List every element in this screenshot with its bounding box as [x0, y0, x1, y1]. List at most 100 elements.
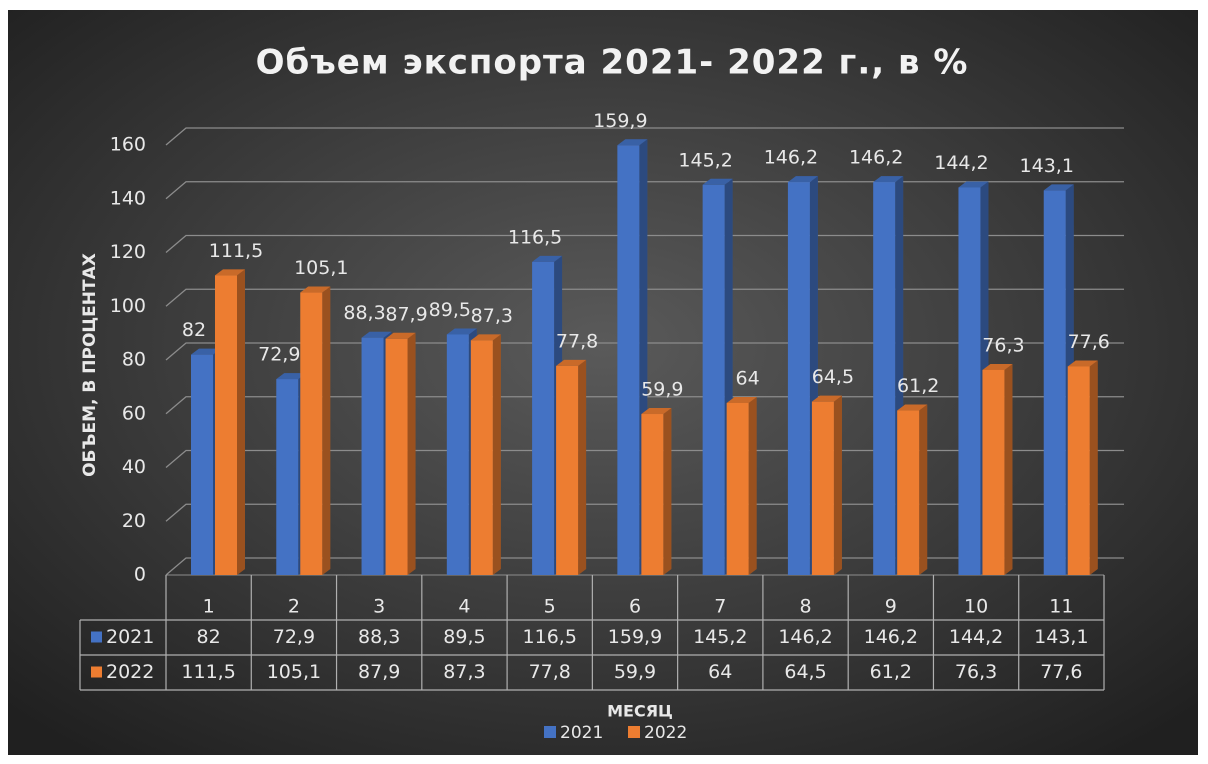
data-label: 64,5 — [812, 366, 854, 388]
bar-top — [702, 178, 733, 185]
table-cell: 77,6 — [1040, 661, 1082, 683]
data-label: 159,9 — [593, 110, 647, 132]
legend-key — [544, 726, 556, 738]
data-label: 143,1 — [1020, 155, 1074, 177]
bar-top — [897, 404, 928, 411]
table-cell: 64 — [708, 661, 732, 683]
bar-front — [385, 338, 408, 575]
bar-side-shade — [919, 404, 928, 575]
y-tick-label: 40 — [122, 456, 146, 478]
y-tick-label: 160 — [110, 134, 146, 156]
table-cell: 116,5 — [523, 626, 577, 648]
x-tick-label: 2 — [288, 596, 300, 618]
bar-front — [215, 275, 237, 575]
bar-top — [1067, 360, 1098, 367]
bar-side-shade — [237, 269, 245, 575]
bar-front — [191, 354, 213, 575]
bar — [1067, 360, 1098, 575]
bar-top — [787, 176, 818, 183]
y-tick-label: 0 — [134, 564, 146, 586]
table-cell: 76,3 — [955, 661, 997, 683]
table-cell: 89,5 — [443, 626, 485, 648]
bar-front — [1067, 366, 1090, 575]
legend-key — [91, 631, 102, 643]
x-tick-label: 9 — [885, 596, 897, 618]
table-cell: 159,9 — [608, 626, 662, 648]
bar-top — [215, 269, 245, 276]
bar-side — [748, 397, 757, 575]
y-tick-label: 100 — [110, 295, 146, 317]
bar-side — [663, 408, 672, 575]
data-label: 72,9 — [258, 344, 300, 366]
bar-top-shade — [873, 176, 904, 183]
data-label: 111,5 — [209, 240, 263, 262]
bar — [641, 408, 672, 575]
data-label: 146,2 — [764, 147, 818, 169]
table-cell: 59,9 — [614, 661, 656, 683]
bar-front — [811, 401, 834, 575]
bar — [385, 332, 416, 575]
y-tick-label: 20 — [122, 510, 146, 532]
bar-top — [1043, 184, 1074, 191]
data-label: 88,3 — [343, 302, 385, 324]
y-tick-label: 60 — [122, 402, 146, 424]
bar-top — [958, 181, 989, 188]
table-cell: 87,3 — [443, 661, 485, 683]
bar-top-shade — [300, 286, 331, 293]
bar-side-shade — [492, 334, 501, 575]
bar-top-shade — [1043, 184, 1074, 191]
bar-front — [958, 187, 981, 575]
table-cell: 111,5 — [181, 661, 235, 683]
table-cell: 72,9 — [273, 626, 315, 648]
bar — [300, 286, 331, 575]
bar-side-shade — [578, 359, 587, 575]
bar-side-shade — [748, 397, 757, 575]
bar — [556, 359, 587, 575]
bar-front — [1043, 190, 1066, 575]
x-tick-label: 11 — [1049, 596, 1073, 618]
y-tick-label: 120 — [110, 241, 146, 263]
legend-key — [628, 726, 640, 738]
table-cell: 105,1 — [267, 661, 321, 683]
y-tick-label: 80 — [122, 349, 146, 371]
table-series-name: 2022 — [106, 661, 154, 683]
legend-key — [91, 666, 102, 678]
bar-top-shade — [1067, 360, 1098, 367]
chart-title: Объем экспорта 2021- 2022 г., в % — [256, 43, 969, 83]
bar-front — [470, 340, 493, 575]
bar-top-shade — [532, 255, 563, 262]
bar-front — [873, 182, 896, 575]
x-tick-label: 4 — [458, 596, 470, 618]
bar-top-shade — [470, 334, 501, 341]
data-label: 89,5 — [429, 299, 471, 321]
bar-top-shade — [215, 269, 245, 276]
bar-front — [897, 410, 920, 575]
bar-side — [1089, 360, 1098, 575]
bar-side — [833, 395, 842, 575]
bar-top — [361, 331, 392, 338]
data-label: 82 — [182, 319, 206, 341]
bar-top-shade — [641, 408, 672, 415]
bar-front — [982, 369, 1005, 575]
table-cell: 146,2 — [864, 626, 918, 648]
bar-top-shade — [617, 139, 648, 146]
table-cell: 87,9 — [358, 661, 400, 683]
bar-side — [237, 269, 245, 575]
data-label: 145,2 — [678, 149, 732, 171]
bar-top-shade — [958, 181, 989, 188]
bar-top-shade — [726, 397, 757, 403]
y-tick-label: 140 — [110, 187, 146, 209]
bar-side-shade — [1004, 363, 1013, 575]
bar-top — [556, 359, 587, 366]
bar-top-shade — [385, 332, 416, 339]
bar-top-shade — [191, 348, 221, 355]
data-label: 105,1 — [294, 257, 348, 279]
table-cell: 61,2 — [870, 661, 912, 683]
bar — [811, 395, 842, 575]
bar-side-shade — [833, 395, 842, 575]
data-label: 87,3 — [471, 305, 513, 327]
x-tick-label: 3 — [373, 596, 385, 618]
table-cell: 64,5 — [784, 661, 826, 683]
bar-front — [276, 379, 299, 575]
bar-top — [532, 255, 563, 262]
